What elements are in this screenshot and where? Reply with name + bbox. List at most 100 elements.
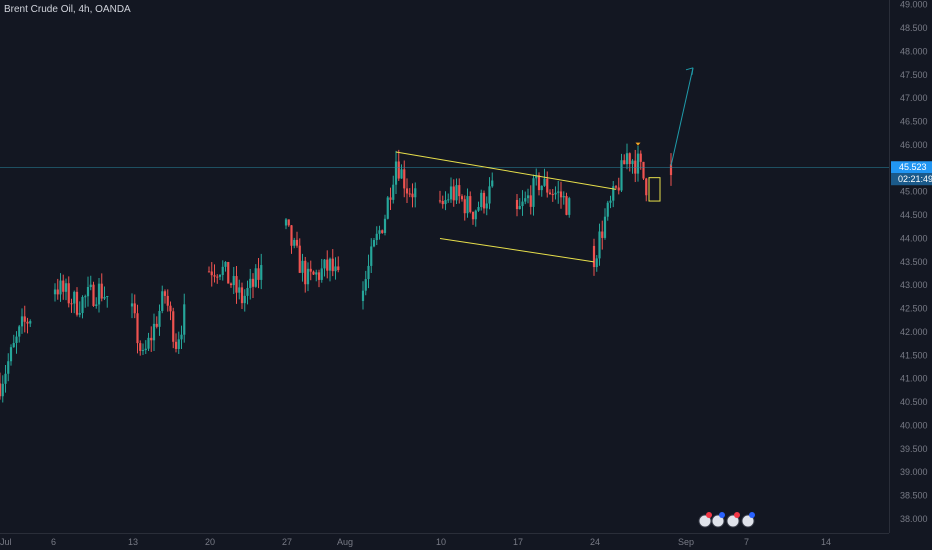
event-markers[interactable]	[698, 512, 755, 528]
candle-body	[95, 304, 98, 306]
pattern-box	[648, 177, 661, 202]
candle-body	[163, 291, 167, 296]
candle-body	[9, 347, 13, 362]
candle-body	[551, 194, 554, 196]
candle-body	[23, 316, 26, 322]
candle-body	[240, 287, 244, 304]
price-tick-label: 44.500	[900, 210, 928, 220]
price-tick-label: 41.000	[900, 374, 928, 384]
candle-body	[67, 283, 70, 304]
candle-body	[601, 231, 604, 238]
candle-body	[548, 192, 552, 195]
candle-body	[221, 266, 224, 275]
candle-body	[12, 342, 15, 348]
candle-body	[130, 303, 134, 307]
event-badge-icon	[706, 512, 712, 518]
countdown-label: 02:21:49	[898, 174, 932, 184]
event-icon[interactable]	[711, 514, 725, 528]
candle-body	[623, 160, 626, 165]
candle-body	[628, 153, 631, 165]
candle-body	[606, 202, 609, 217]
candle-body	[469, 196, 472, 212]
candle-body	[367, 265, 370, 280]
candle-body	[155, 323, 158, 327]
candle-body	[183, 304, 186, 335]
time-tick-label: Aug	[337, 537, 353, 547]
candle-body	[158, 310, 161, 327]
candle-body	[397, 161, 400, 179]
candle-body	[260, 265, 263, 280]
candle-body	[0, 383, 2, 397]
candle-body	[92, 284, 95, 306]
candle-body	[546, 178, 549, 193]
candle-body	[568, 198, 571, 215]
candle-body	[139, 343, 142, 351]
candle-body	[84, 296, 87, 298]
event-icon[interactable]	[698, 514, 712, 528]
candle-body	[463, 199, 466, 214]
event-icon[interactable]	[741, 514, 755, 528]
price-tick-label: 44.000	[900, 233, 928, 243]
candle-body	[306, 268, 310, 285]
candle-body	[152, 323, 156, 341]
price-tick-label: 45.000	[900, 187, 928, 197]
candle-body	[174, 341, 178, 349]
candle-body	[328, 258, 332, 271]
candle-body	[246, 287, 249, 296]
candle-body	[383, 218, 387, 233]
price-tick-label: 38.000	[900, 514, 928, 524]
candle-body	[317, 272, 321, 280]
time-tick-label: 10	[436, 537, 446, 547]
candle-body	[449, 186, 453, 200]
candle-body	[1, 383, 4, 397]
price-tick-label: 40.000	[900, 420, 928, 430]
event-badge-icon	[734, 512, 740, 518]
candle-body	[595, 258, 598, 268]
candle-body	[172, 311, 175, 342]
candle-body	[392, 184, 395, 200]
candle-body	[295, 239, 299, 246]
price-tick-label: 38.500	[900, 491, 928, 501]
candle-body	[4, 373, 7, 384]
candle-body	[304, 260, 307, 285]
candle-body	[18, 326, 21, 337]
symbol-title: Brent Crude Oil, 4h, OANDA	[4, 4, 131, 15]
candle-body	[557, 191, 560, 193]
time-tick-label: 7	[744, 537, 749, 547]
candle-body	[320, 268, 323, 280]
candle-body	[106, 295, 109, 298]
candle-body	[213, 275, 216, 277]
candle-body	[254, 268, 257, 287]
candle-body	[315, 272, 318, 275]
price-axis[interactable]: 49.000 48.500 48.000 47.500 47.000 46.500 46.0…	[889, 0, 932, 533]
candle-body	[403, 169, 406, 189]
candle-body	[133, 303, 136, 314]
time-tick-label: Jul	[0, 537, 12, 547]
last-price-label: 45.523	[899, 162, 927, 172]
price-tick-label: 40.500	[900, 397, 928, 407]
price-tick-label: 43.500	[900, 257, 928, 267]
price-tick-label: 47.000	[900, 93, 928, 103]
candle-body	[491, 180, 494, 187]
time-tick-label: 27	[282, 537, 292, 547]
candle-body	[334, 266, 337, 272]
candle-body	[592, 245, 596, 268]
price-tick-label: 39.000	[900, 467, 928, 477]
candle-body	[293, 239, 296, 246]
time-tick-label: 20	[205, 537, 215, 547]
candle-body	[166, 295, 169, 306]
candle-body	[554, 192, 557, 195]
candle-body	[411, 193, 414, 198]
price-tick-label: 46.500	[900, 117, 928, 127]
candle-body	[543, 178, 546, 186]
candle-body	[474, 210, 477, 220]
candle-body	[287, 219, 290, 226]
candle-body	[441, 200, 444, 205]
event-icon[interactable]	[726, 514, 740, 528]
candle-body	[370, 246, 373, 266]
candle-body	[535, 175, 538, 179]
candle-body	[177, 339, 180, 349]
time-axis[interactable]: Jul 6 13 20 27 Aug 10 17 24 Sep 7 14	[0, 533, 889, 548]
